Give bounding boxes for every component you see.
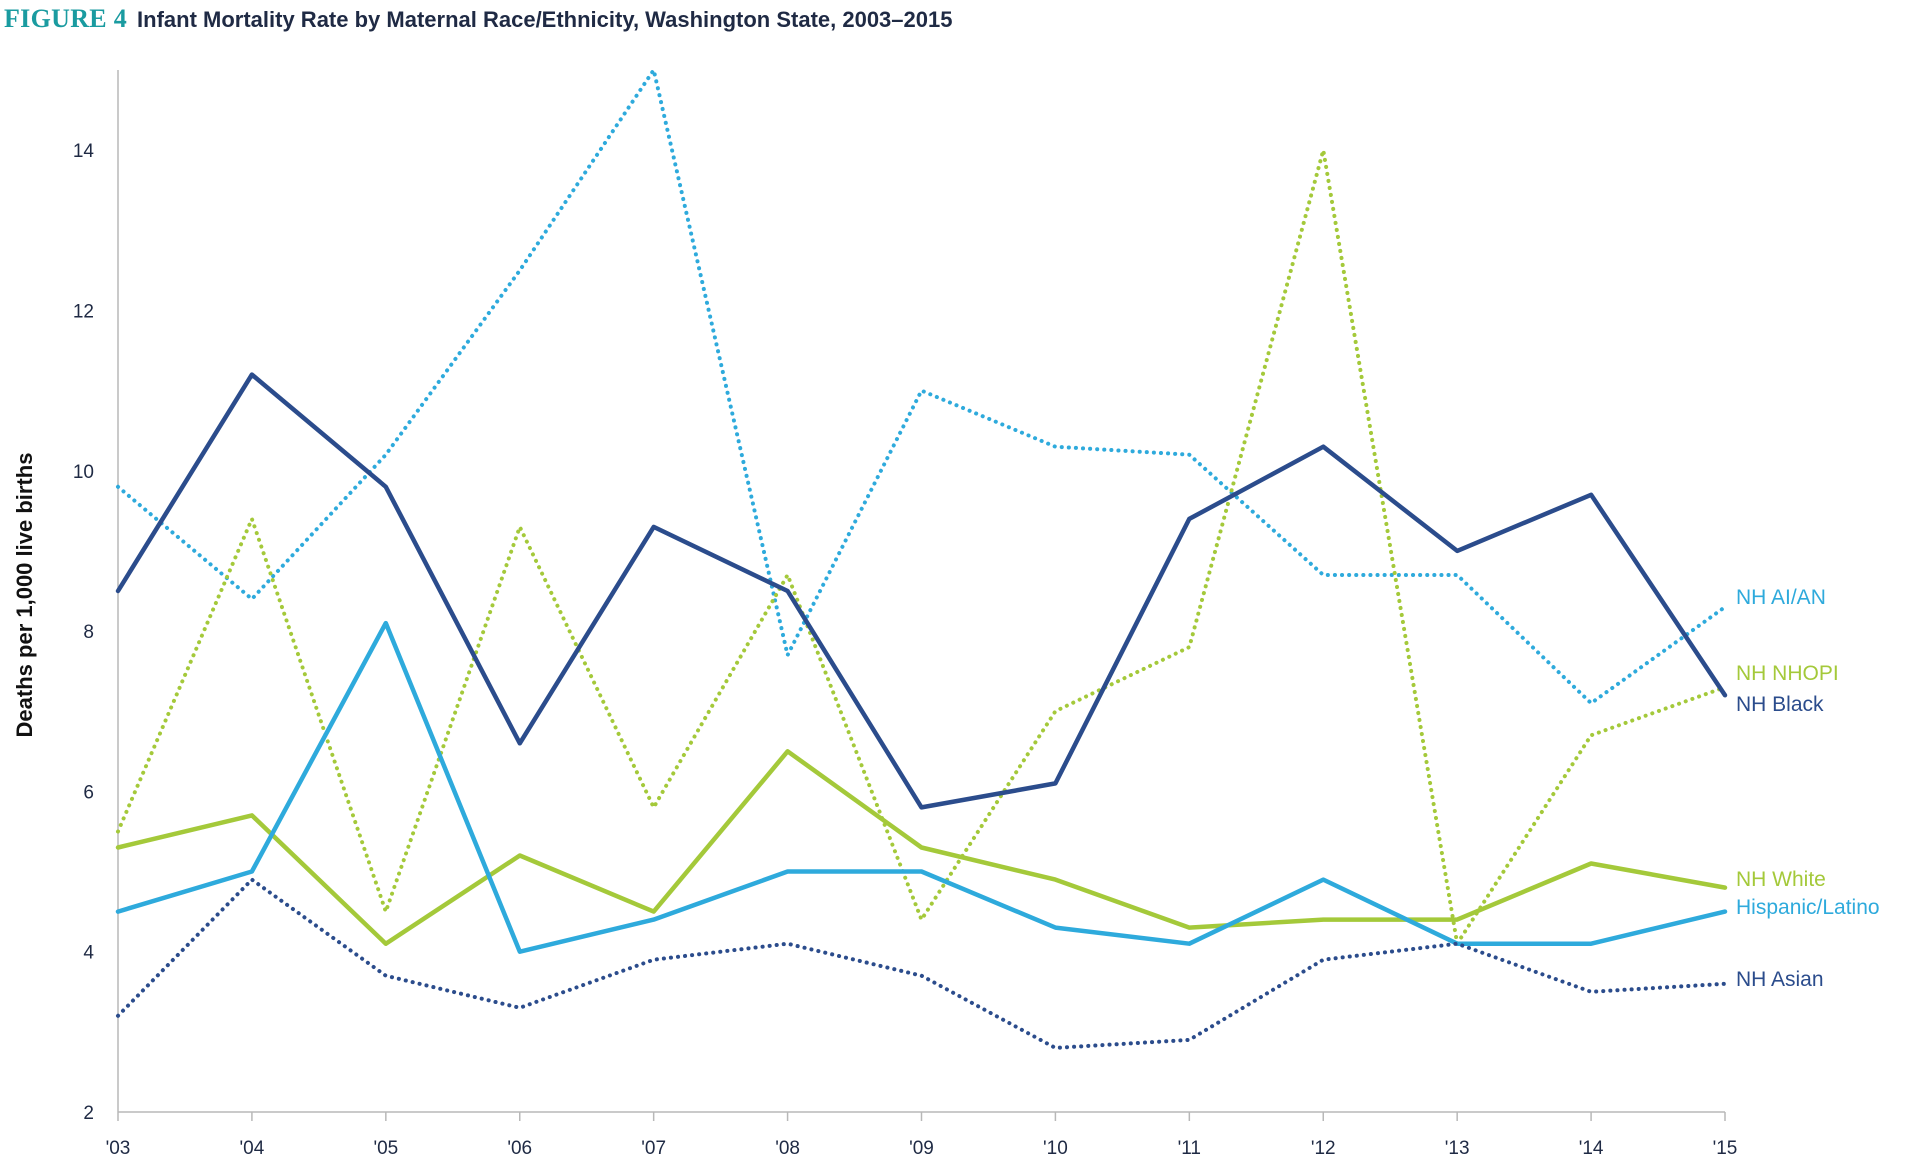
series-label: NH White — [1736, 868, 1826, 891]
series-label: Hispanic/Latino — [1736, 896, 1880, 919]
y-tick-label: 2 — [83, 1103, 94, 1124]
x-tick-label: '12 — [1311, 1138, 1336, 1159]
figure-title-row: FIGURE 4 Infant Mortality Rate by Matern… — [4, 4, 952, 44]
series-line-nh-asian — [116, 877, 1727, 1050]
y-tick-label: 6 — [83, 782, 94, 803]
x-ticks: '03 '04 '05 '06 '07 '08 '09 '10 '11 '12 '13 '14 '15 — [106, 1112, 1738, 1159]
y-axis-title: Deaths per 1,000 live births — [12, 453, 37, 738]
x-tick-label: '06 — [507, 1138, 532, 1159]
x-tick-label: '08 — [775, 1138, 800, 1159]
series-lines — [115, 68, 1728, 1050]
x-tick-label: '04 — [240, 1138, 265, 1159]
y-tick-label: 14 — [73, 141, 95, 162]
x-tick-label: '11 — [1178, 1138, 1201, 1159]
x-tick-label: '07 — [641, 1138, 666, 1159]
x-tick-label: '05 — [373, 1138, 398, 1159]
x-tick-label: '15 — [1713, 1138, 1738, 1159]
figure-title: Infant Mortality Rate by Maternal Race/E… — [137, 7, 953, 32]
series-label: NH NHOPI — [1736, 662, 1839, 685]
y-tick-label: 4 — [83, 943, 94, 964]
y-ticks: 2 4 6 8 10 12 14 — [73, 141, 95, 1124]
series-labels: NH AI/AN NH NHOPI NH Black NH White Hispanic… — [1736, 586, 1880, 991]
series-line-nh-ai-an — [116, 68, 1727, 706]
series-line-nh-nhopi — [116, 148, 1727, 946]
x-tick-label: '13 — [1445, 1138, 1470, 1159]
series-line-nh-black — [115, 372, 1728, 810]
figure-label: FIGURE 4 — [4, 4, 128, 33]
x-tick-label: '03 — [106, 1138, 131, 1159]
y-tick-label: 12 — [73, 301, 94, 322]
x-tick-label: '09 — [909, 1138, 934, 1159]
y-tick-label: 8 — [83, 622, 94, 643]
series-line-nh-white — [115, 749, 1728, 946]
series-label: NH AI/AN — [1736, 586, 1826, 609]
series-label: NH Black — [1736, 693, 1824, 716]
series-label: NH Asian — [1736, 968, 1824, 991]
x-tick-label: '14 — [1579, 1138, 1604, 1159]
x-tick-label: '10 — [1043, 1138, 1068, 1159]
y-tick-label: 10 — [73, 462, 94, 483]
